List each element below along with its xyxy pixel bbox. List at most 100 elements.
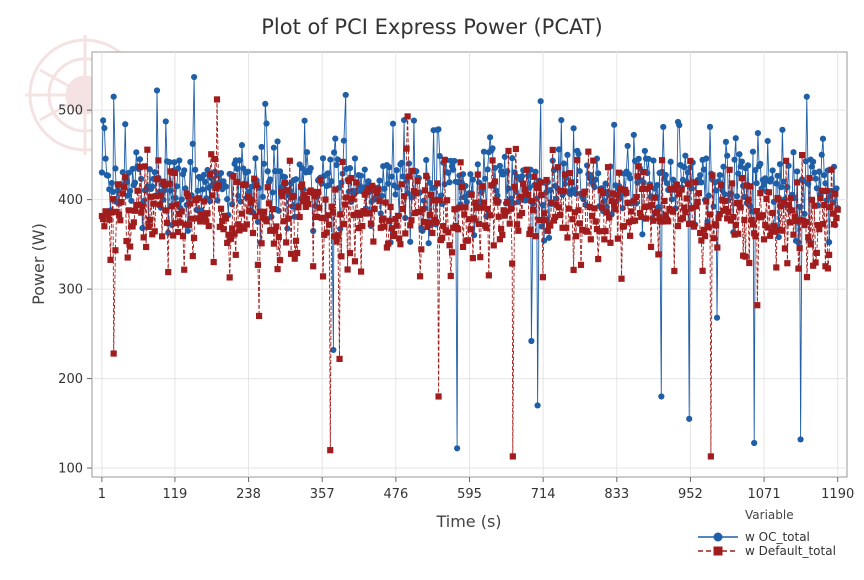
data-point-default bbox=[217, 205, 225, 212]
data-point-default bbox=[184, 192, 191, 199]
data-point-oc bbox=[446, 179, 453, 186]
data-point-default bbox=[215, 182, 222, 189]
data-point-default bbox=[598, 204, 605, 211]
data-point-default bbox=[615, 169, 623, 176]
data-point-default bbox=[737, 204, 744, 211]
data-point-default bbox=[806, 174, 813, 182]
data-point-default bbox=[308, 188, 316, 196]
data-point-oc bbox=[260, 160, 268, 167]
data-point-default bbox=[146, 216, 153, 223]
data-point-default bbox=[323, 229, 330, 236]
data-point-oc bbox=[129, 165, 136, 173]
data-point-default bbox=[786, 219, 793, 226]
data-point-default bbox=[366, 210, 373, 217]
data-point-default bbox=[547, 222, 554, 229]
data-point-oc bbox=[333, 161, 340, 169]
data-point-default bbox=[752, 233, 759, 240]
data-point-oc bbox=[794, 168, 801, 175]
data-point-default bbox=[647, 243, 655, 250]
data-point-default bbox=[633, 193, 640, 201]
data-point-default bbox=[264, 184, 271, 191]
data-point-default bbox=[365, 185, 372, 192]
data-point-default bbox=[246, 207, 253, 214]
data-point-default bbox=[483, 224, 490, 231]
data-point-oc bbox=[537, 98, 544, 105]
data-point-oc bbox=[797, 436, 804, 443]
data-point-oc bbox=[710, 203, 717, 210]
data-point-default bbox=[316, 204, 323, 211]
data-point-default bbox=[286, 157, 293, 164]
data-point-default bbox=[188, 215, 195, 222]
data-point-default bbox=[178, 208, 185, 215]
data-point-oc bbox=[102, 155, 109, 162]
data-point-default bbox=[400, 193, 408, 200]
data-point-default bbox=[757, 190, 764, 197]
data-point-default bbox=[276, 257, 284, 264]
data-point-default bbox=[612, 206, 619, 213]
data-point-oc bbox=[301, 117, 308, 124]
data-point-oc bbox=[564, 151, 571, 158]
data-point-default bbox=[826, 251, 833, 258]
data-point-default bbox=[279, 192, 286, 199]
data-point-default bbox=[127, 243, 134, 250]
data-point-default bbox=[724, 215, 731, 222]
data-point-default bbox=[243, 221, 250, 228]
data-point-default bbox=[650, 217, 657, 224]
data-point-default bbox=[203, 218, 210, 225]
data-point-default bbox=[773, 264, 780, 271]
data-point-default bbox=[789, 207, 796, 214]
data-point-default bbox=[591, 205, 598, 212]
data-point-oc bbox=[467, 171, 474, 178]
data-point-oc bbox=[681, 164, 688, 171]
data-point-default bbox=[813, 249, 820, 256]
data-point-default bbox=[678, 186, 685, 193]
x-tick-label: 952 bbox=[678, 487, 703, 502]
data-point-default bbox=[821, 201, 828, 209]
data-point-default bbox=[564, 234, 571, 241]
data-point-default bbox=[651, 194, 658, 201]
data-point-default bbox=[204, 210, 211, 217]
data-point-default bbox=[656, 214, 663, 222]
data-point-oc bbox=[667, 158, 674, 165]
data-point-oc bbox=[491, 164, 499, 172]
data-point-oc bbox=[267, 176, 274, 183]
data-point-default bbox=[274, 266, 281, 273]
data-point-default bbox=[238, 210, 246, 217]
data-point-default bbox=[328, 203, 335, 210]
data-point-default bbox=[728, 180, 736, 187]
data-point-default bbox=[145, 223, 152, 230]
data-point-default bbox=[484, 205, 491, 213]
data-point-oc bbox=[504, 168, 511, 175]
data-point-default bbox=[697, 229, 704, 237]
data-point-default bbox=[642, 215, 650, 222]
data-point-default bbox=[606, 214, 613, 221]
data-point-oc bbox=[299, 165, 306, 172]
data-point-default bbox=[445, 229, 452, 236]
data-point-default bbox=[527, 226, 534, 233]
data-point-default bbox=[618, 275, 625, 282]
data-point-oc bbox=[272, 168, 279, 175]
data-point-oc bbox=[822, 180, 829, 187]
data-point-oc bbox=[751, 439, 758, 447]
data-point-default bbox=[348, 174, 355, 182]
data-point-default bbox=[672, 186, 679, 193]
data-point-default bbox=[692, 179, 699, 186]
data-point-default bbox=[125, 207, 133, 214]
data-point-oc bbox=[407, 238, 414, 245]
data-point-default bbox=[768, 227, 775, 234]
data-point-oc bbox=[262, 100, 269, 107]
y-tick-label: 500 bbox=[58, 104, 83, 119]
data-point-default bbox=[658, 157, 666, 164]
data-point-default bbox=[152, 193, 160, 200]
data-point-default bbox=[371, 205, 378, 213]
data-point-oc bbox=[101, 124, 108, 132]
data-point-default bbox=[769, 209, 776, 217]
y-axis-label: Power (W) bbox=[29, 223, 48, 305]
data-point-oc bbox=[819, 135, 827, 142]
data-point-default bbox=[784, 260, 791, 267]
data-point-oc bbox=[167, 187, 174, 194]
data-point-oc bbox=[790, 149, 797, 156]
data-point-oc bbox=[570, 125, 577, 132]
data-point-oc bbox=[818, 151, 825, 158]
data-point-default bbox=[272, 227, 279, 234]
